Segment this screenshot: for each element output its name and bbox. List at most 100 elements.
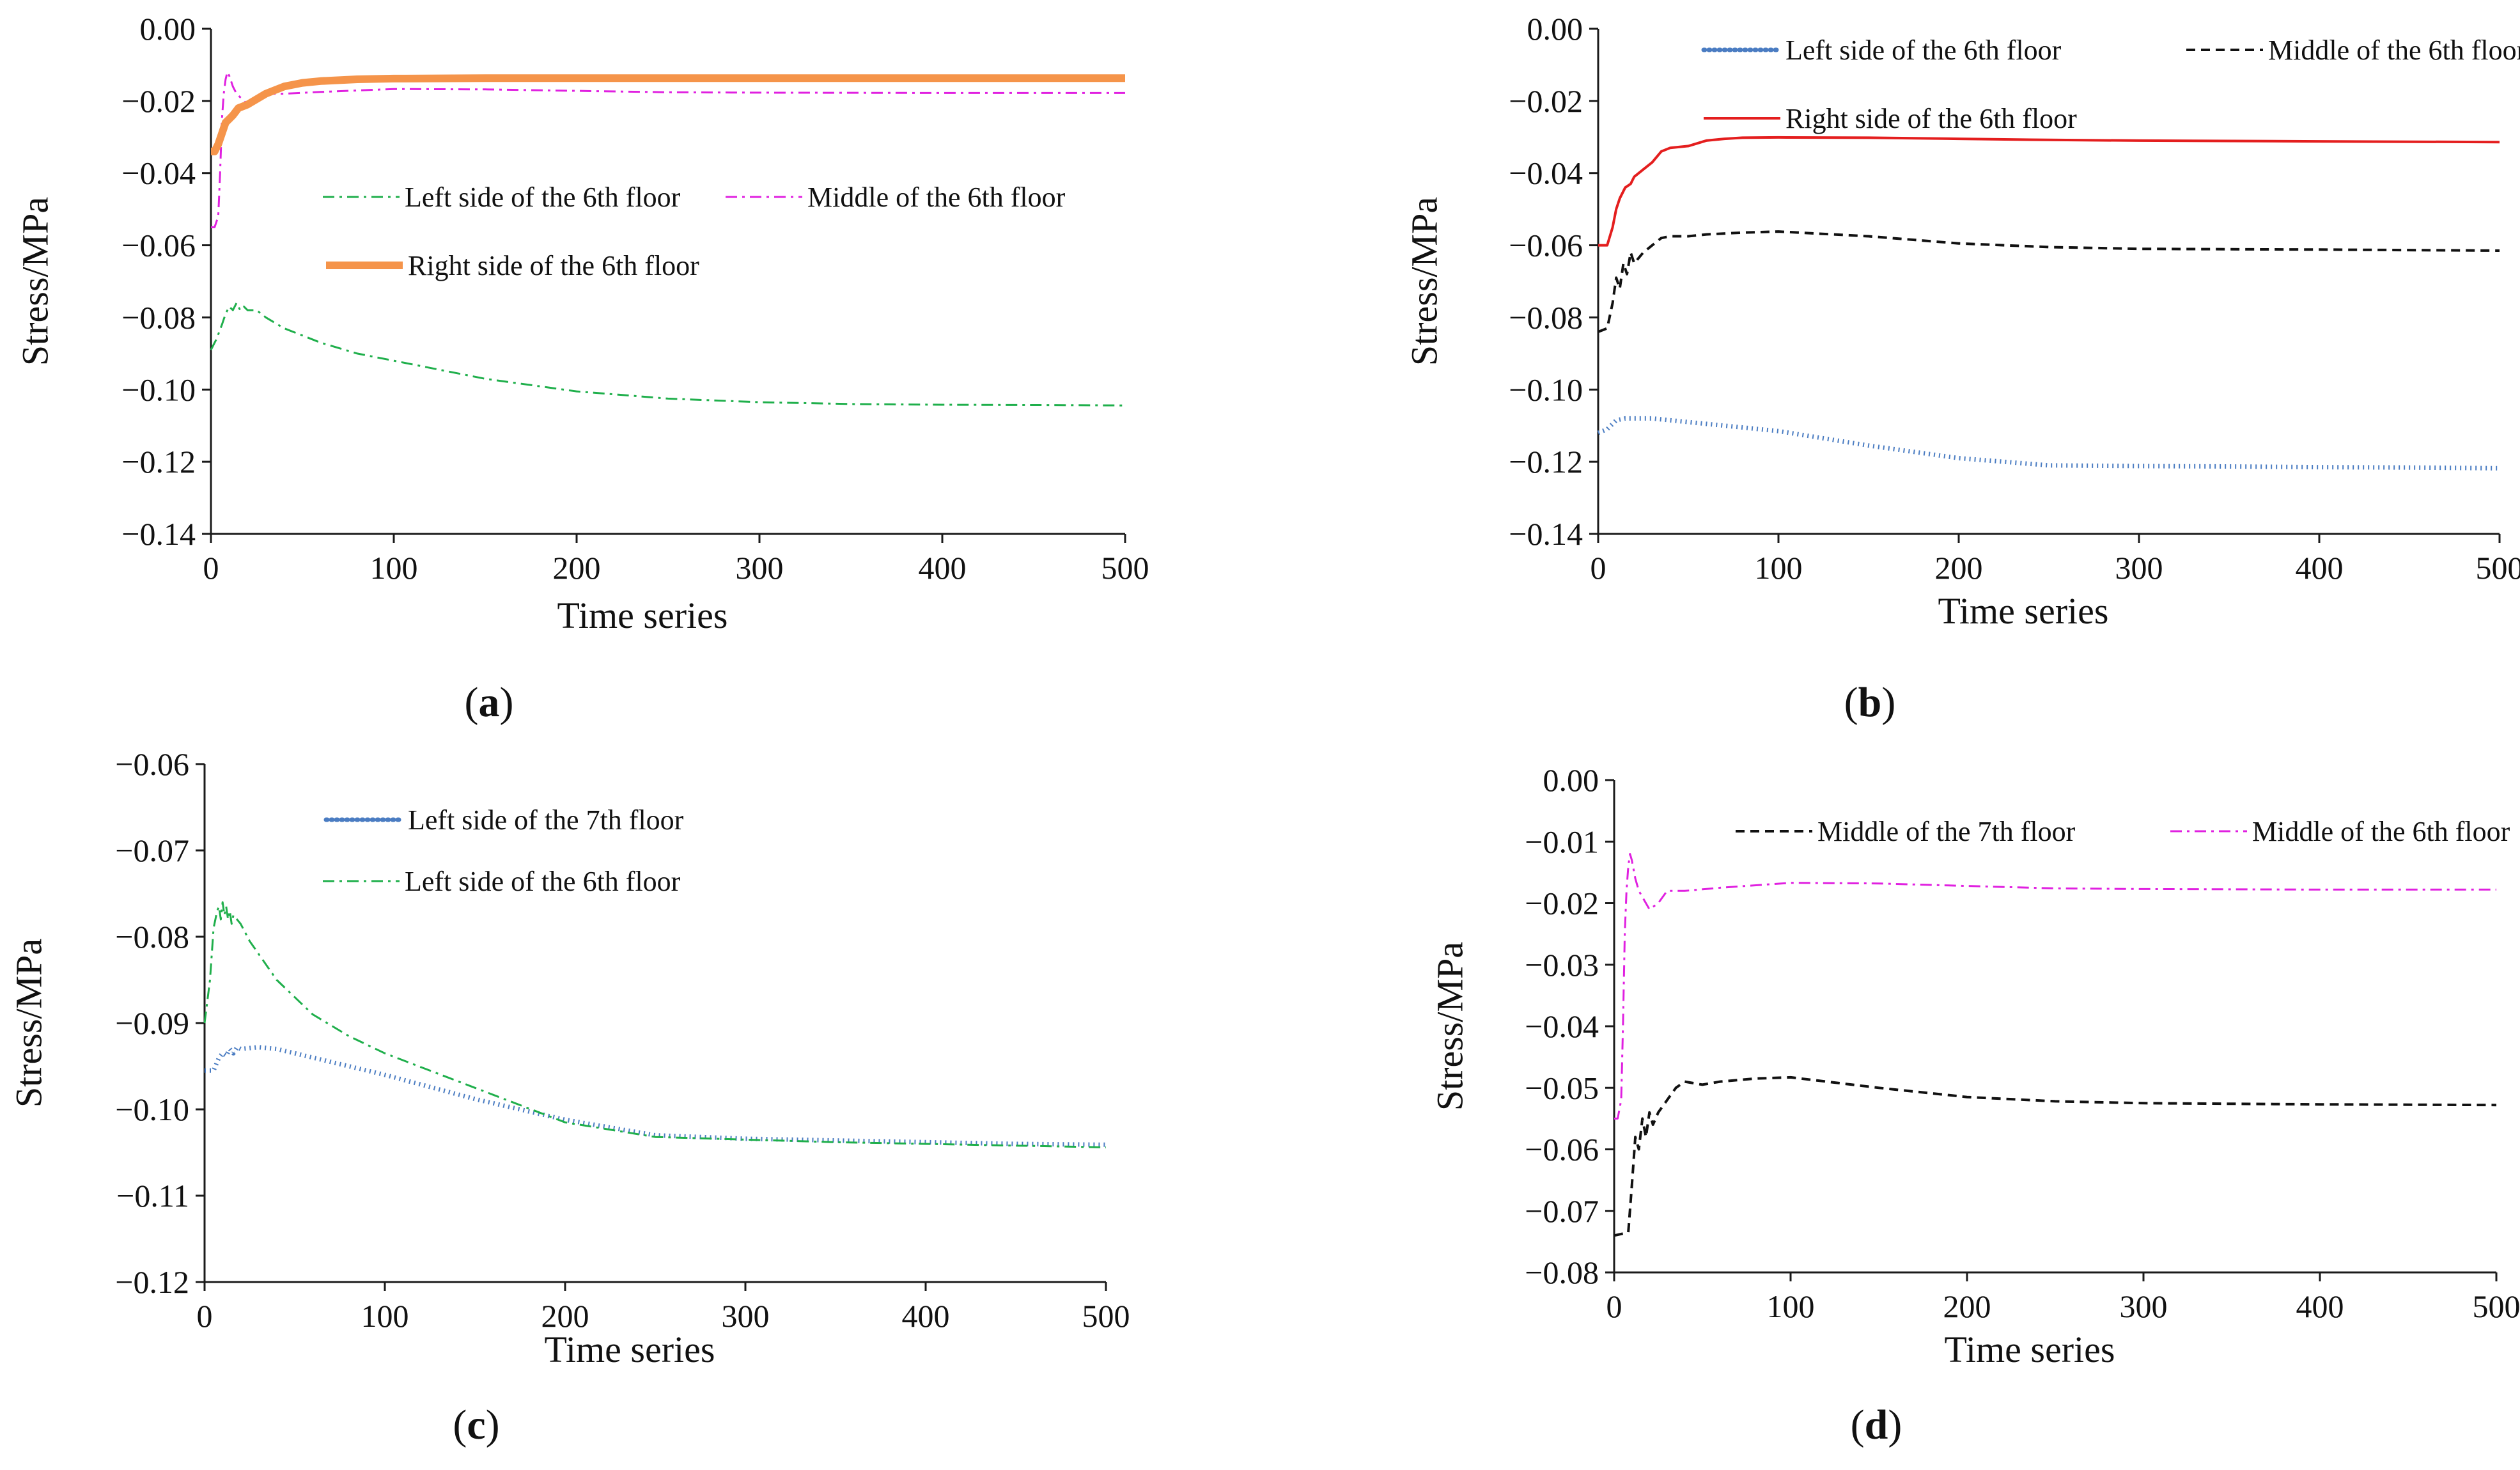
panel-label-open: ( (453, 1402, 467, 1448)
legend-entry: Middle of the 6th floor (726, 182, 1066, 213)
legend-label: Left side of the 7th floor (408, 804, 684, 836)
y-tick-label: −0.07 (1525, 1193, 1599, 1229)
y-tick-label: 0.00 (140, 11, 196, 47)
x-tick-label: 0 (203, 550, 219, 586)
panel-label-close: ) (1881, 679, 1895, 726)
y-tick-label: −0.02 (1509, 83, 1583, 119)
y-tick-label: −0.08 (1525, 1255, 1599, 1290)
y-tick-label: −0.08 (1509, 299, 1583, 335)
panel-label-close: ) (486, 1402, 500, 1448)
x-axis-label: Time series (557, 595, 728, 636)
y-tick-label: −0.10 (121, 371, 196, 407)
legend-entry: Left side of the 6th floor (323, 866, 681, 897)
y-tick-label: −0.04 (1525, 1008, 1599, 1044)
panel-label-open: ( (1844, 679, 1858, 726)
y-tick-label: −0.06 (121, 228, 196, 263)
panel-label-open: ( (465, 679, 479, 726)
legend-entry: Middle of the 6th floor (2170, 816, 2510, 847)
legend-label: Middle of the 7th floor (1817, 816, 2076, 847)
x-tick-label: 300 (722, 1298, 770, 1334)
panel-label: (b) (1844, 679, 1896, 726)
chart-panel-a: 0.00 −0.02 −0.04 −0.06 −0.08 −0.10 −0.12 −0.140… (15, 11, 1149, 726)
x-tick-label: 400 (2296, 1288, 2344, 1324)
series-line-middle6b (1598, 230, 2500, 333)
panel-label: (c) (453, 1402, 499, 1448)
panel-label-close: ) (500, 679, 514, 726)
x-tick-label: 100 (1755, 550, 1803, 586)
panel-label-letter: b (1858, 679, 1882, 726)
legend-entry: Right side of the 6th floor (1704, 103, 2077, 134)
x-tick-label: 200 (1935, 550, 1983, 586)
legend-label: Right side of the 6th floor (408, 250, 699, 281)
y-tick-label: −0.12 (121, 444, 196, 480)
y-tick-label: −0.11 (116, 1178, 189, 1214)
legend-label: Middle of the 6th floor (2252, 816, 2510, 847)
y-tick-label: −0.02 (1525, 886, 1599, 921)
series-line-left7 (205, 1045, 1107, 1147)
chart-panel-b: 0.00 −0.02 −0.04 −0.06 −0.08 −0.10 −0.12 −0.140… (1404, 11, 2520, 726)
x-tick-label: 400 (919, 550, 967, 586)
x-tick-label: 500 (1082, 1298, 1130, 1334)
panel-label: (d) (1851, 1402, 1902, 1448)
y-tick-label: −0.14 (1509, 516, 1583, 552)
y-tick-label: −0.05 (1525, 1070, 1599, 1106)
panel-label-open: ( (1851, 1402, 1865, 1448)
y-tick-label: −0.12 (1509, 444, 1583, 480)
chart-panel-d: 0.00 −0.01 −0.02 −0.03 −0.04 −0.05 −0.06 −0.07 −… (1429, 762, 2520, 1448)
y-tick-label: −0.04 (1509, 155, 1583, 191)
y-tick-label: −0.06 (115, 746, 189, 782)
y-tick-label: −0.09 (115, 1005, 189, 1041)
panel-label-letter: d (1865, 1402, 1888, 1448)
legend-entry: Right side of the 6th floor (326, 250, 699, 281)
y-tick-label: −0.14 (121, 516, 196, 552)
panel-label-letter: a (479, 679, 500, 726)
legend-label: Right side of the 6th floor (1785, 103, 2077, 134)
legend-entry: Left side of the 6th floor (323, 182, 681, 213)
x-tick-label: 100 (1767, 1288, 1815, 1324)
y-axis-label: Stress/MPa (1404, 197, 1445, 366)
y-tick-label: −0.03 (1525, 947, 1599, 983)
y-tick-label: −0.02 (121, 83, 196, 119)
x-tick-label: 200 (553, 550, 601, 586)
y-tick-label: −0.06 (1509, 228, 1583, 263)
series-line-left6 (203, 901, 1107, 1148)
chart-panel-c: −0.06 −0.07 −0.08 −0.09 −0.10 −0.11 −0.120 100 2… (8, 746, 1130, 1448)
x-tick-label: 200 (541, 1298, 589, 1334)
x-axis-label: Time series (1945, 1329, 2115, 1370)
x-tick-label: 500 (2476, 550, 2520, 586)
y-tick-label: 0.00 (1543, 762, 1599, 798)
y-tick-label: −0.10 (115, 1091, 189, 1127)
y-tick-label: −0.06 (1525, 1132, 1599, 1168)
x-tick-label: 500 (1101, 550, 1149, 586)
series-line-right6 (210, 74, 1125, 155)
x-tick-label: 400 (902, 1298, 950, 1334)
x-tick-label: 300 (2115, 550, 2163, 586)
y-tick-label: −0.08 (115, 919, 189, 955)
x-tick-label: 500 (2473, 1288, 2520, 1324)
legend-label: Middle of the 6th floor (2268, 35, 2520, 66)
panel-label-letter: c (467, 1402, 485, 1448)
legend-label: Left side of the 6th floor (405, 866, 681, 897)
legend-entry: Middle of the 7th floor (1736, 816, 2076, 847)
series-line-middle6 (1614, 853, 2496, 1120)
y-axis-label: Stress/MPa (1429, 942, 1471, 1111)
y-tick-label: −0.01 (1525, 824, 1599, 859)
series-line-right6b (1598, 136, 2500, 247)
legend-entry: Left side of the 7th floor (323, 804, 684, 836)
series-line-middle7 (1614, 1075, 2497, 1237)
x-tick-label: 100 (361, 1298, 409, 1334)
x-axis-label: Time series (545, 1329, 715, 1370)
x-axis-label: Time series (1938, 590, 2109, 632)
y-tick-label: −0.04 (121, 155, 196, 191)
panel-label-close: ) (1888, 1402, 1902, 1448)
x-tick-label: 400 (2296, 550, 2344, 586)
x-tick-label: 200 (1943, 1288, 1991, 1324)
y-axis-label: Stress/MPa (15, 197, 56, 366)
panel-label: (a) (465, 679, 514, 726)
legend-entry: Left side of the 6th floor (1701, 35, 2062, 66)
x-tick-label: 0 (197, 1298, 213, 1334)
x-tick-label: 300 (736, 550, 784, 586)
y-tick-label: −0.07 (115, 833, 189, 868)
